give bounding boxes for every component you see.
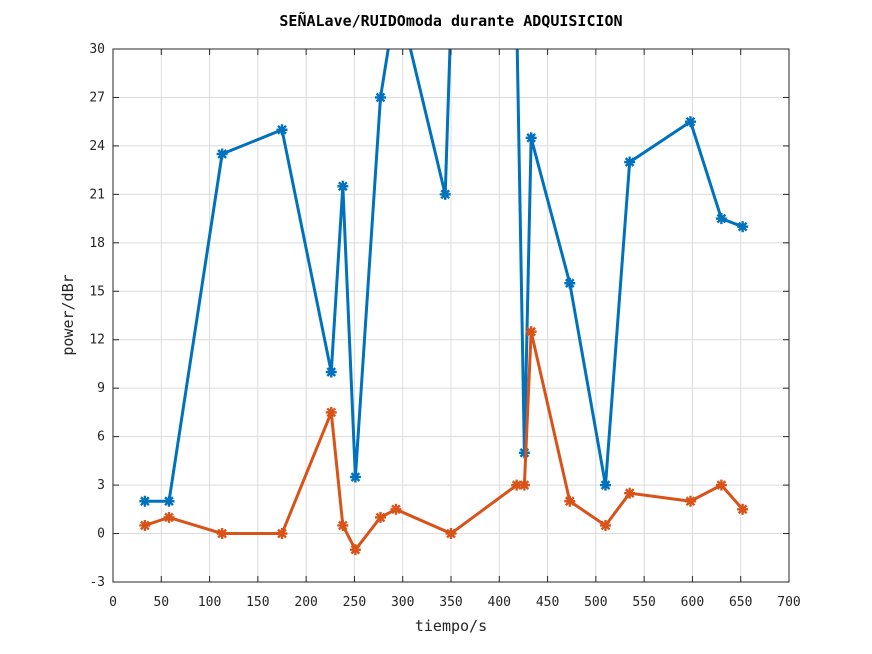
- data-point: [325, 406, 337, 418]
- chart-title: SEÑALave/RUIDOmoda durante ADQUISICION: [279, 11, 622, 30]
- x-tick-label: 200: [294, 595, 317, 610]
- data-point: [525, 326, 537, 338]
- data-point: [139, 495, 151, 507]
- series-layer: [139, 0, 749, 556]
- y-axis-label: power/dBr: [59, 274, 77, 355]
- y-tick-label: 15: [89, 284, 105, 299]
- data-point: [375, 511, 387, 523]
- data-point: [163, 511, 175, 523]
- y-tick-label: 9: [97, 381, 105, 396]
- data-point: [439, 188, 451, 200]
- y-tick-label: 18: [89, 236, 105, 251]
- y-tick-label: 21: [89, 187, 105, 202]
- data-point: [564, 495, 576, 507]
- data-point: [375, 91, 387, 103]
- x-tick-label: 50: [153, 595, 169, 610]
- data-point: [445, 528, 457, 540]
- data-point: [337, 519, 349, 531]
- data-point: [216, 528, 228, 540]
- y-tick-label: 3: [97, 478, 105, 493]
- y-tick-label: 6: [97, 430, 105, 445]
- data-point: [624, 487, 636, 499]
- y-tick-label: 27: [89, 90, 105, 105]
- y-tick-label: 12: [89, 333, 105, 348]
- data-point: [163, 495, 175, 507]
- x-tick-label: 250: [343, 595, 366, 610]
- data-point: [600, 519, 612, 531]
- data-point: [139, 519, 151, 531]
- data-point: [325, 366, 337, 378]
- x-tick-label: 700: [777, 595, 800, 610]
- x-tick-label: 150: [246, 595, 269, 610]
- x-tick-label: 600: [681, 595, 704, 610]
- data-point: [624, 156, 636, 168]
- data-point: [337, 180, 349, 192]
- x-tick-label: 0: [109, 595, 117, 610]
- x-tick-label: 500: [584, 595, 607, 610]
- data-point: [737, 503, 749, 515]
- data-point: [715, 213, 727, 225]
- x-tick-label: 550: [632, 595, 655, 610]
- data-point: [737, 221, 749, 233]
- data-point: [276, 124, 288, 136]
- x-tick-label: 650: [729, 595, 752, 610]
- data-point: [349, 471, 361, 483]
- data-point: [600, 479, 612, 491]
- data-point: [216, 148, 228, 160]
- data-point: [390, 503, 402, 515]
- x-tick-label: 450: [536, 595, 559, 610]
- data-point: [684, 495, 696, 507]
- data-point: [684, 116, 696, 128]
- data-point: [276, 528, 288, 540]
- x-tick-label: 400: [488, 595, 511, 610]
- axes: 0 50 100 150 200 250 300 350 400 450 500 550 600 650 7…: [89, 42, 800, 610]
- data-point: [518, 479, 530, 491]
- data-point: [564, 277, 576, 289]
- y-tick-label: 24: [89, 139, 105, 154]
- data-point: [715, 479, 727, 491]
- data-point: [525, 132, 537, 144]
- y-tick-label: 30: [89, 42, 105, 57]
- x-tick-label: 300: [391, 595, 414, 610]
- x-tick-label: 100: [198, 595, 221, 610]
- x-axis-label: tiempo/s: [415, 617, 487, 635]
- y-tick-label: -3: [89, 575, 105, 590]
- data-point: [390, 0, 401, 6]
- y-tick-label: 0: [97, 527, 105, 542]
- x-tick-label: 350: [439, 595, 462, 610]
- data-point: [349, 544, 361, 556]
